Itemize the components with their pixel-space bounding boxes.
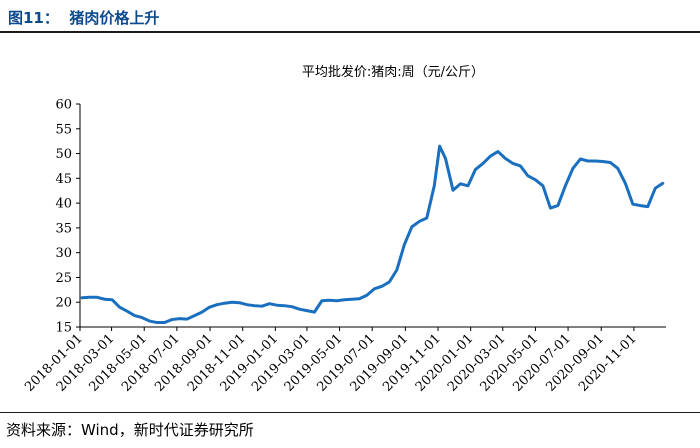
top-rule <box>0 31 700 33</box>
y-tick-label: 20 <box>55 296 72 311</box>
figure-title: 图11： 猪肉价格上升 <box>8 9 160 27</box>
y-tick-label: 55 <box>55 122 72 137</box>
chart-title: 平均批发价:猪肉:周（元/公斤） <box>302 64 484 80</box>
y-tick-label: 50 <box>55 147 72 162</box>
bottom-rule <box>0 412 700 413</box>
y-tick-label: 60 <box>55 98 72 113</box>
y-tick-label: 45 <box>55 172 72 187</box>
y-tick-label: 25 <box>55 271 72 286</box>
y-tick-label: 40 <box>55 197 72 212</box>
y-tick-label: 35 <box>55 221 72 236</box>
figure-header: 图11： 猪肉价格上升 <box>0 0 700 30</box>
series-line-0 <box>80 144 665 325</box>
y-tick-label: 15 <box>55 321 72 336</box>
line-chart: 平均批发价:猪肉:周（元/公斤）152025303540455055602018… <box>22 64 666 395</box>
y-tick-label: 30 <box>55 246 72 261</box>
figure-source: 资料来源：Wind，新时代证券研究所 <box>6 421 254 439</box>
